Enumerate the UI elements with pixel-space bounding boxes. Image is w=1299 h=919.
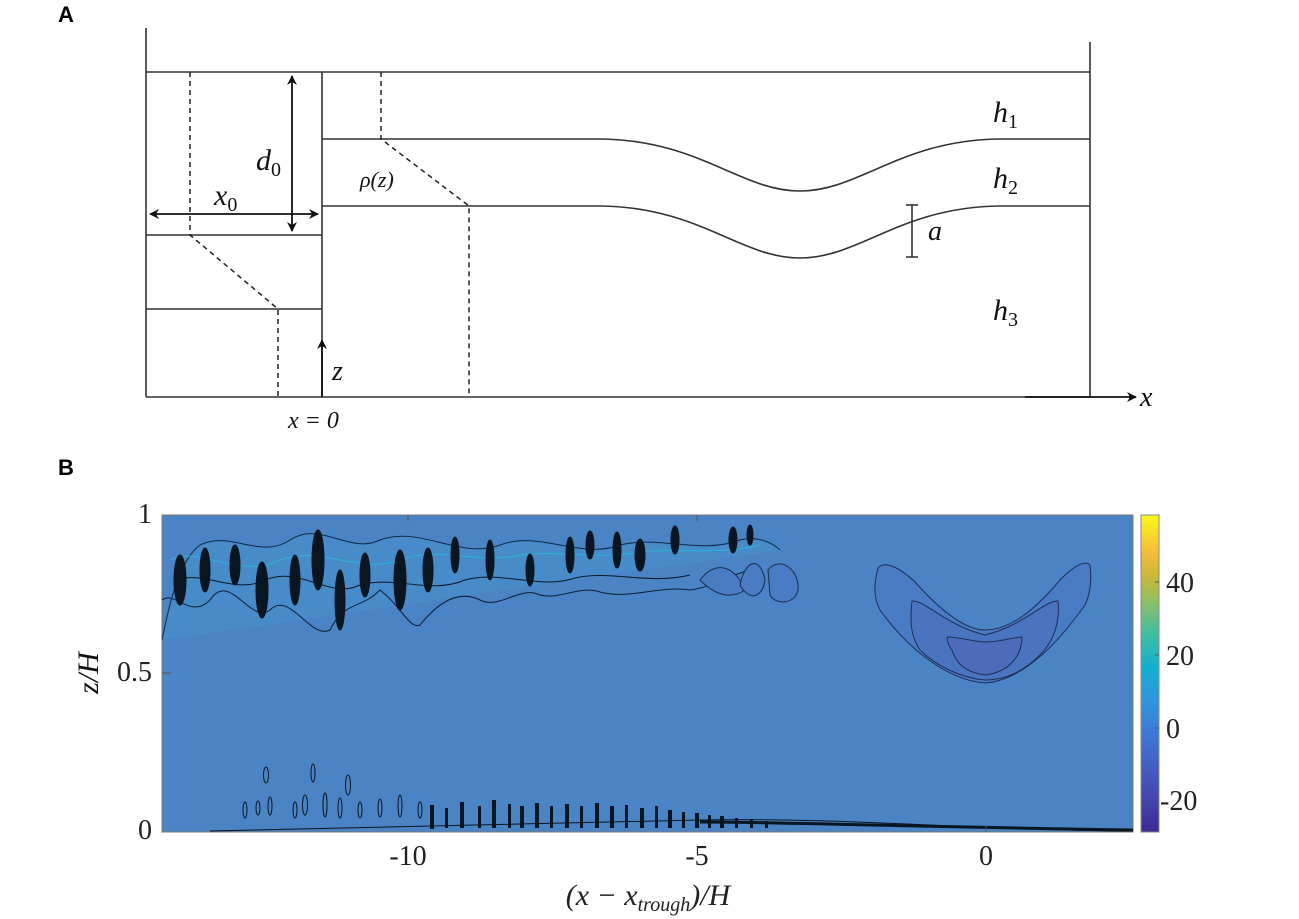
density-profile-left — [189, 72, 279, 397]
h1-label: h — [993, 96, 1008, 129]
svg-text:d0: d0 — [256, 144, 281, 181]
svg-text:h1: h1 — [993, 96, 1018, 133]
colorbar-tick-40: 40 — [1166, 568, 1194, 599]
ytick-0: 0 — [138, 815, 152, 846]
colorbar-tick-0: 0 — [1166, 714, 1180, 745]
svg-text:x0: x0 — [213, 179, 237, 216]
panel-b-label: B — [58, 455, 74, 480]
panel-a-label: A — [58, 2, 74, 27]
ytick-0.5: 0.5 — [117, 657, 152, 688]
xtick-minus10: -10 — [389, 841, 426, 872]
amplitude-label: a — [928, 216, 942, 247]
colorbar-tick-minus20: -20 — [1160, 786, 1197, 817]
x-label: x — [1139, 382, 1153, 413]
interface-h1-h2 — [322, 138, 1090, 192]
xtick-0: 0 — [979, 841, 993, 872]
trough-lobe — [874, 562, 1092, 684]
svg-text:h2: h2 — [993, 162, 1018, 199]
colorbar-tick-20: 20 — [1166, 641, 1194, 672]
ytick-1: 1 — [138, 499, 152, 530]
rho-label: ρ(z) — [359, 167, 394, 192]
h2-label: h — [993, 162, 1008, 195]
upper-vortex-cores — [173, 524, 754, 631]
z-label: z — [331, 356, 343, 387]
bottom-boundary-layer — [209, 763, 1133, 832]
interface-h2-h3 — [322, 205, 1090, 259]
x-equals-zero-label: x = 0 — [287, 408, 339, 434]
x0-label: x — [213, 179, 228, 212]
xtick-minus5: -5 — [685, 841, 708, 872]
panel-a-schematic: d0 x0 ρ(z) h1 h2 h3 a z x x = 0 — [145, 28, 1153, 434]
svg-text:h3: h3 — [993, 294, 1018, 331]
x-axis-label: (x − xtrough)/H — [566, 879, 733, 916]
bottom-vortex-cores — [430, 800, 768, 829]
d0-label: d — [256, 144, 272, 177]
h3-label: h — [993, 294, 1008, 327]
density-profile-right — [380, 72, 470, 397]
colorbar — [1140, 514, 1160, 833]
y-axis-label: z/H — [72, 650, 105, 695]
